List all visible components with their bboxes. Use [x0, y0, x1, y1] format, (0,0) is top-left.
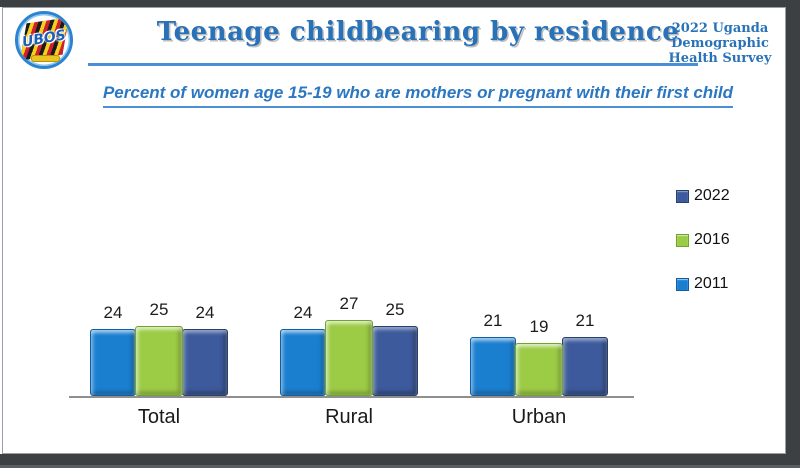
- legend-label-2011: 2011: [694, 275, 729, 292]
- legend-label-2016: 2016: [694, 231, 730, 248]
- category-label-urban: Urban: [511, 406, 567, 428]
- data-label-2016-urban: 19: [529, 317, 549, 336]
- data-label-2016-total: 25: [149, 300, 169, 319]
- bar-2011-rural: [280, 329, 326, 396]
- bar-chart: 24 25 24 Total 24 27 25 Rural 21 19 21 Urban: [3, 8, 787, 455]
- bar-2011-urban: [470, 337, 516, 396]
- bar-2022-rural: [372, 326, 418, 396]
- bar-2011-total: [90, 329, 136, 396]
- data-label-2011-rural: 24: [293, 303, 313, 322]
- data-label-2016-rural: 27: [339, 294, 359, 313]
- data-label-2022-total: 24: [195, 303, 215, 322]
- logo-banner-icon: [31, 55, 60, 62]
- bar-2022-total: [182, 329, 228, 396]
- legend-label-2022: 2022: [694, 187, 730, 204]
- survey-label-line1: 2022 Uganda: [671, 21, 769, 36]
- viewer-right-band: [786, 0, 800, 468]
- legend-item-2016: 2016: [676, 231, 730, 249]
- legend-item-2011: 2011: [676, 275, 730, 293]
- survey-label-line2: Demographic: [671, 36, 769, 51]
- slide: UBOS Teenage childbearing by residence 2…: [2, 7, 786, 454]
- bar-2016-urban: [515, 343, 563, 396]
- x-axis-line: [69, 396, 634, 398]
- legend-item-2022: 2022: [676, 187, 730, 205]
- chart-subtitle: Percent of women age 15-19 who are mothe…: [88, 83, 748, 108]
- survey-label-line3: Health Survey: [668, 51, 772, 66]
- chart-legend: 2022 2016 2011: [676, 187, 730, 293]
- data-label-2022-rural: 25: [385, 300, 405, 319]
- title-underline: [88, 63, 698, 66]
- category-label-total: Total: [137, 406, 181, 428]
- data-label-2011-urban: 21: [483, 311, 503, 330]
- bar-2016-total: [135, 326, 183, 396]
- data-label-2022-urban: 21: [575, 311, 595, 330]
- next-page-edge: [0, 465, 800, 468]
- chart-subtitle-text: Percent of women age 15-19 who are mothe…: [102, 83, 734, 108]
- viewer-bottom-band: [0, 454, 800, 468]
- category-label-rural: Rural: [325, 406, 373, 428]
- ubos-logo: UBOS: [15, 11, 73, 69]
- bar-2016-rural: [325, 320, 373, 396]
- page-title: Teenage childbearing by residence: [156, 17, 680, 47]
- viewer-top-band: [0, 0, 800, 7]
- data-label-2011-total: 24: [103, 303, 123, 322]
- bar-2022-urban: [562, 337, 608, 396]
- legend-swatch-2022: [676, 189, 689, 203]
- legend-swatch-2011: [676, 277, 689, 291]
- survey-label: 2022 Uganda Demographic Health Survey: [656, 21, 784, 66]
- legend-swatch-2016: [676, 233, 689, 247]
